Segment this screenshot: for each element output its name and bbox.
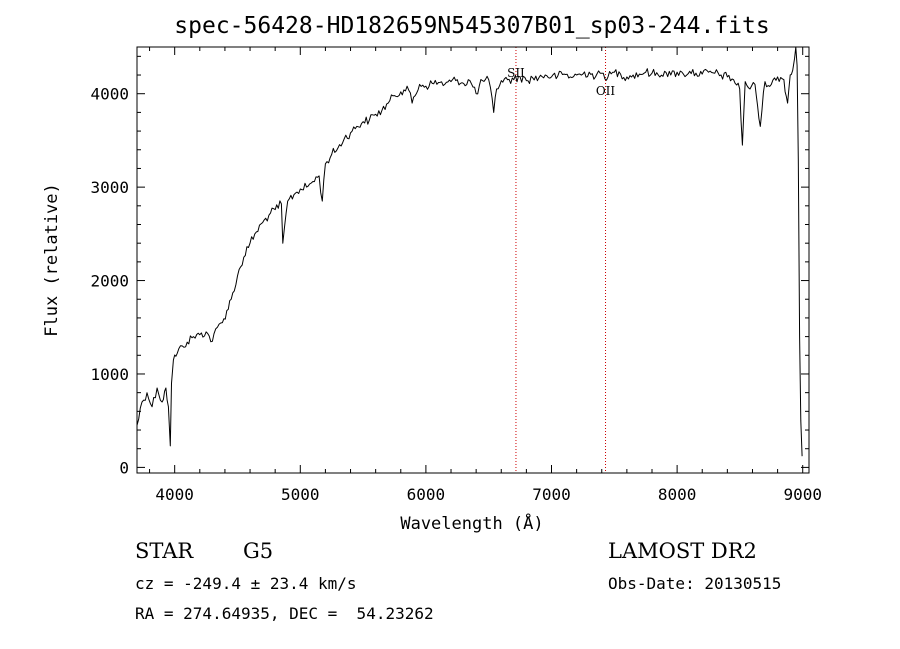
line-label-sii: SII — [507, 66, 525, 80]
x-tick-label: 7000 — [532, 485, 571, 504]
annotation-layer: SII OII — [507, 47, 615, 473]
plot-frame — [136, 46, 810, 474]
survey-name: LAMOST DR2 — [608, 539, 757, 563]
axes-layer: 4000 5000 6000 7000 8000 9000 0 1000 2000 3000 400… — [90, 47, 822, 504]
x-tick-label: 9000 — [783, 485, 822, 504]
x-tick-label: 6000 — [407, 485, 446, 504]
spectrum-series-line — [136, 46, 803, 457]
observation-date: Obs-Date: 20130515 — [608, 574, 782, 593]
y-tick-label: 3000 — [90, 178, 129, 197]
x-tick-label: 8000 — [658, 485, 697, 504]
object-type: STAR — [135, 539, 194, 563]
x-tick-label: 4000 — [155, 485, 194, 504]
y-tick-label: 1000 — [90, 365, 129, 384]
x-tick-label: 5000 — [281, 485, 320, 504]
coordinates-readout: RA = 274.64935, DEC = 54.23262 — [135, 604, 434, 623]
chart-title: spec-56428-HD182659N545307B01_sp03-244.f… — [174, 13, 769, 39]
y-tick-label: 0 — [119, 458, 129, 477]
line-label-oii: OII — [596, 84, 616, 98]
y-axis-label: Flux (relative) — [42, 183, 62, 337]
x-axis-label: Wavelength (Å) — [400, 512, 543, 534]
redshift-readout: cz = -249.4 ± 23.4 km/s — [135, 574, 357, 593]
y-tick-label: 4000 — [90, 85, 129, 104]
spectral-subclass: G5 — [243, 539, 274, 563]
y-tick-label: 2000 — [90, 272, 129, 291]
